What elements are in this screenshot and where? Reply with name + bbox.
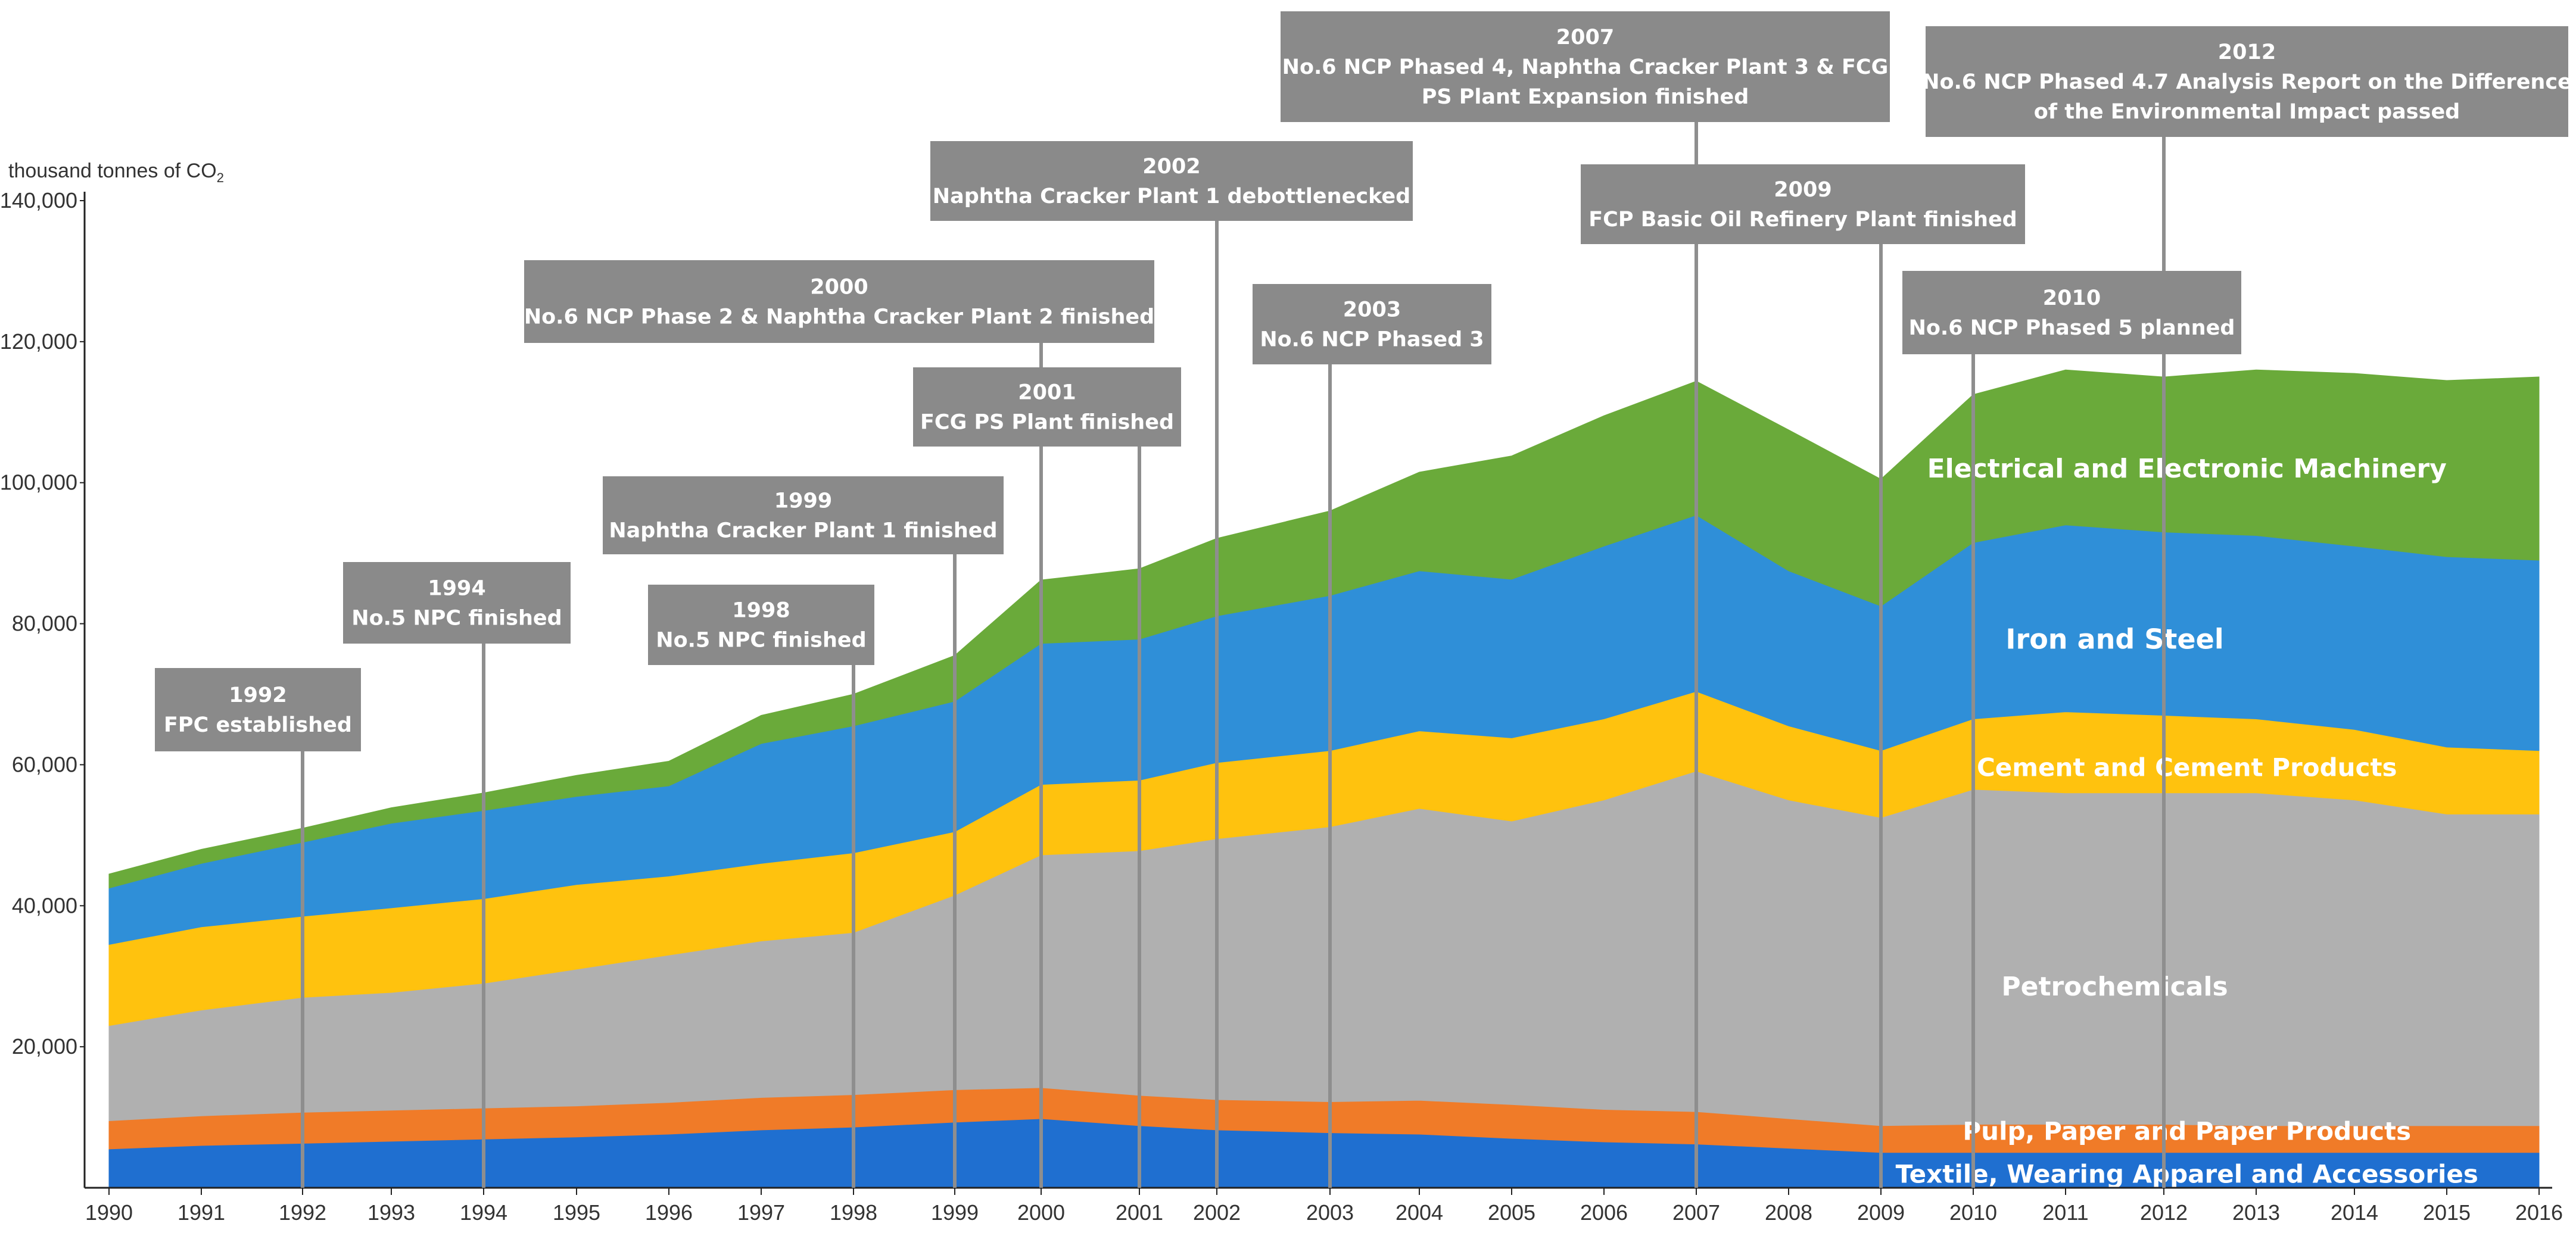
milestone-1998: 1998 No.5 NPC finished xyxy=(648,585,874,665)
x-tick-label: 1997 xyxy=(737,1200,785,1225)
milestone-year: 1992 xyxy=(229,683,286,707)
milestone-box xyxy=(1253,284,1491,364)
x-tick-label: 1993 xyxy=(367,1200,415,1225)
milestone-1994: 1994 No.5 NPC finished xyxy=(343,562,571,644)
x-tick-label: 2010 xyxy=(1949,1200,1997,1225)
x-tick-label: 1992 xyxy=(279,1200,326,1225)
milestone-box xyxy=(603,476,1004,554)
milestone-2001: 2001 FCG PS Plant finished xyxy=(913,367,1181,447)
y-tick-label: 20,000 xyxy=(12,1034,77,1059)
milestone-2002: 2002 Naphtha Cracker Plant 1 debottleneck… xyxy=(930,141,1413,221)
milestone-box xyxy=(524,260,1154,343)
milestone-box xyxy=(930,141,1413,221)
milestone-year: 2012 xyxy=(2218,40,2276,64)
milestone-year: 1998 xyxy=(732,599,790,623)
milestone-year: 1994 xyxy=(428,577,485,601)
milestone-1999: 1999 Naphtha Cracker Plant 1 finished xyxy=(603,476,1004,554)
milestone-box xyxy=(1581,164,2025,244)
x-tick-label: 2015 xyxy=(2423,1200,2471,1225)
x-tick-label: 1991 xyxy=(177,1200,225,1225)
milestone-boxes: 1992 FPC established 1994 No.5 NPC finished… xyxy=(155,11,2572,751)
milestone-box xyxy=(155,668,361,751)
x-tick-label: 2001 xyxy=(1116,1200,1163,1225)
x-tick-label: 2003 xyxy=(1306,1200,1354,1225)
milestone-year: 2009 xyxy=(1774,178,1831,202)
x-tick-label: 1999 xyxy=(931,1200,979,1225)
milestone-year: 2001 xyxy=(1018,381,1076,405)
milestone-lines xyxy=(301,122,2166,1188)
x-tick-label: 1990 xyxy=(85,1200,133,1225)
x-tick-label: 2012 xyxy=(2140,1200,2188,1225)
milestone-2003: 2003 No.6 NCP Phased 3 xyxy=(1253,284,1491,364)
milestone-text: FCG PS Plant finished xyxy=(920,411,1174,435)
x-tick-label: 1996 xyxy=(645,1200,693,1225)
x-tick-label: 2004 xyxy=(1396,1200,1443,1225)
axes: 20,000 40,000 60,000 80,000 100,000 120,000 14… xyxy=(0,160,2563,1225)
milestone-text: FPC established xyxy=(164,713,352,737)
x-tick-label: 2002 xyxy=(1193,1200,1241,1225)
milestone-text: No.6 NCP Phase 2 & Naphtha Cracker Plant… xyxy=(524,305,1154,329)
milestone-2007: 2007 No.6 NCP Phased 4, Naphtha Cracker P… xyxy=(1281,11,1890,122)
milestone-text: No.5 NPC finished xyxy=(351,607,562,631)
milestone-2012: 2012 No.6 NCP Phased 4.7 Analysis Report … xyxy=(1922,26,2572,137)
milestone-text: No.6 NCP Phased 4.7 Analysis Report on t… xyxy=(1922,70,2572,94)
milestone-text: of the Environmental Impact passed xyxy=(2034,100,2460,124)
y-tick-label: 100,000 xyxy=(0,470,77,495)
milestone-year: 2002 xyxy=(1142,155,1200,179)
stacked-areas xyxy=(108,369,2540,1188)
x-tick-label: 1998 xyxy=(830,1200,877,1225)
milestone-text: No.5 NPC finished xyxy=(656,629,866,653)
x-tick-label: 1995 xyxy=(553,1200,600,1225)
x-tick-label: 1994 xyxy=(460,1200,507,1225)
milestone-text: No.6 NCP Phased 4, Naphtha Cracker Plant… xyxy=(1282,55,1889,79)
milestone-text: No.6 NCP Phased 3 xyxy=(1260,328,1484,352)
y-tick-label: 40,000 xyxy=(12,893,77,917)
x-tick-label: 2016 xyxy=(2515,1200,2563,1225)
milestone-year: 2000 xyxy=(810,276,868,299)
series-label-electrical-and-electronic-machinery: Electrical and Electronic Machinery xyxy=(1927,454,2447,484)
x-tick-label: 2000 xyxy=(1017,1200,1065,1225)
milestone-year: 2003 xyxy=(1343,298,1401,322)
milestone-box xyxy=(1902,271,2241,354)
x-tick-label: 2006 xyxy=(1580,1200,1628,1225)
y-tick-label: 60,000 xyxy=(12,752,77,776)
y-tick-label: 140,000 xyxy=(0,188,77,213)
milestone-text: PS Plant Expansion finished xyxy=(1422,85,1749,109)
milestone-2010: 2010 No.6 NCP Phased 5 planned xyxy=(1902,271,2241,354)
series-label-pulp-paper-and-paper-products: Pulp, Paper and Paper Products xyxy=(1963,1117,2411,1146)
series-labels: Textile, Wearing Apparel and Accessories… xyxy=(1896,454,2478,1189)
milestone-box xyxy=(1926,26,2568,137)
series-label-petrochemicals: Petrochemicals xyxy=(2001,972,2228,1002)
x-tick-label: 2007 xyxy=(1672,1200,1720,1225)
milestone-box xyxy=(648,585,874,665)
milestone-year: 2010 xyxy=(2043,286,2101,310)
x-tick-label: 2011 xyxy=(2042,1200,2088,1225)
series-label-textile-wearing-apparel-and-accessories: Textile, Wearing Apparel and Accessories xyxy=(1896,1160,2478,1189)
y-axis-unit-label: thousand tonnes of CO2 xyxy=(8,160,224,185)
milestone-box xyxy=(343,562,571,644)
milestone-1992: 1992 FPC established xyxy=(155,668,361,751)
x-tick-label: 2014 xyxy=(2331,1200,2378,1225)
milestone-2000: 2000 No.6 NCP Phase 2 & Naphtha Cracker P… xyxy=(524,260,1154,343)
milestone-year: 1999 xyxy=(774,489,832,513)
series-label-iron-and-steel: Iron and Steel xyxy=(2005,623,2223,656)
milestone-text: Naphtha Cracker Plant 1 debottlenecked xyxy=(933,185,1410,208)
milestone-year: 2007 xyxy=(1556,26,1614,49)
x-tick-label: 2013 xyxy=(2232,1200,2280,1225)
milestone-text: FCP Basic Oil Refinery Plant finished xyxy=(1588,208,2017,232)
milestone-text: Naphtha Cracker Plant 1 finished xyxy=(609,519,997,543)
y-tick-label: 120,000 xyxy=(0,329,77,354)
series-label-cement-and-cement-products: Cement and Cement Products xyxy=(1977,753,2397,782)
milestone-2009: 2009 FCP Basic Oil Refinery Plant finishe… xyxy=(1581,164,2025,244)
milestone-box xyxy=(1281,11,1890,122)
x-tick-label: 2008 xyxy=(1765,1200,1812,1225)
y-tick-label: 80,000 xyxy=(12,611,77,636)
milestone-text: No.6 NCP Phased 5 planned xyxy=(1909,316,2235,340)
x-tick-label: 2005 xyxy=(1488,1200,1535,1225)
x-tick-label: 2009 xyxy=(1857,1200,1905,1225)
milestone-box xyxy=(913,367,1181,447)
